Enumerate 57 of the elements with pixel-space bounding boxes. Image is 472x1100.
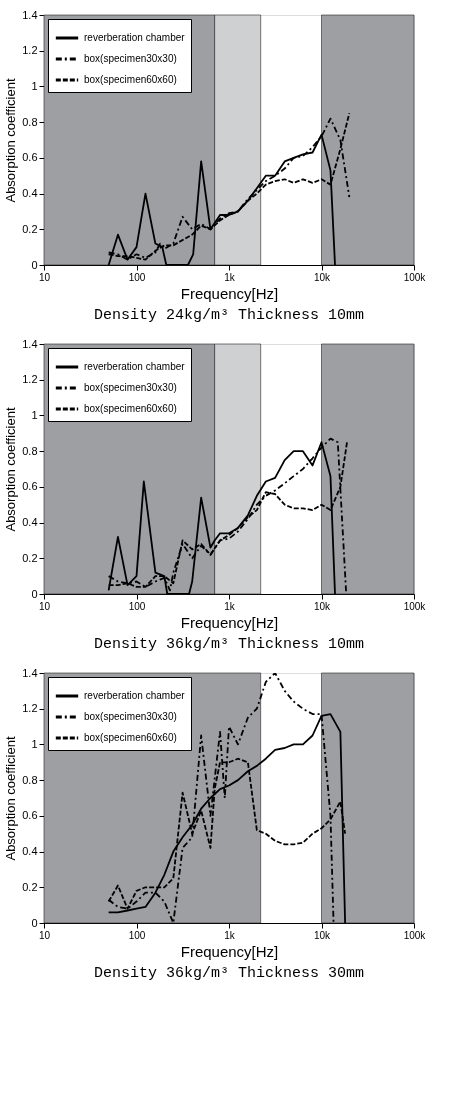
x-tick-label: 100k xyxy=(403,271,427,283)
y-tick-label: 1.2 xyxy=(22,702,38,715)
x-tick-label: 100k xyxy=(403,600,427,612)
y-tick-label: 0.4 xyxy=(22,187,38,200)
x-tick-label: 10 xyxy=(38,271,51,283)
y-tick-label: 0.2 xyxy=(22,880,38,893)
y-axis-title: Absorption coefficient xyxy=(3,78,19,203)
x-tick-label: 10k xyxy=(313,929,332,941)
y-tick-label: 1 xyxy=(31,79,38,92)
y-tick-label: 1.4 xyxy=(22,337,38,350)
y-tick-label: 0 xyxy=(31,258,38,271)
x-tick-label: 100 xyxy=(128,600,146,612)
y-tick-label: 0.2 xyxy=(22,551,38,564)
y-tick-label: 0.6 xyxy=(22,809,38,822)
legend-label: box(specimen60x60) xyxy=(84,403,177,414)
x-tick-label: 1k xyxy=(224,271,236,283)
legend-label: reverberation chamber xyxy=(84,32,186,43)
text: Density 36kg/m³ Thickness 30mm xyxy=(93,965,365,982)
x-tick-label: 1k xyxy=(224,600,236,612)
x-axis-title: Frequency[Hz] xyxy=(180,284,279,302)
x-tick-label: 10k xyxy=(313,271,332,283)
y-tick-label: 0.8 xyxy=(22,773,38,786)
y-tick-label: 0 xyxy=(31,587,38,600)
y-tick-label: 0 xyxy=(31,916,38,929)
x-axis-title: Frequency[Hz] xyxy=(180,613,279,631)
x-tick-label: 100k xyxy=(403,929,427,941)
legend-label: box(specimen30x30) xyxy=(84,53,177,64)
y-axis-title: Absorption coefficient xyxy=(3,407,19,532)
legend-label: box(specimen60x60) xyxy=(84,74,177,85)
x-axis-title: Frequency[Hz] xyxy=(180,942,279,960)
legend-label: reverberation chamber xyxy=(84,690,186,701)
y-tick-label: 1.2 xyxy=(22,44,38,57)
y-tick-label: 0.4 xyxy=(22,516,38,529)
legend-label: reverberation chamber xyxy=(84,361,186,372)
legend-label: box(specimen30x30) xyxy=(84,711,177,722)
y-tick-label: 0.8 xyxy=(22,115,38,128)
y-tick-label: 0.6 xyxy=(22,151,38,164)
y-tick-label: 1.4 xyxy=(22,666,38,679)
x-tick-label: 1k xyxy=(224,929,236,941)
legend-label: box(specimen30x30) xyxy=(84,382,177,393)
legend-label: box(specimen60x60) xyxy=(84,732,177,743)
x-tick-label: 10 xyxy=(38,929,51,941)
x-tick-label: 10 xyxy=(38,600,51,612)
text: Density 24kg/m³ Thickness 10mm xyxy=(93,307,365,324)
y-axis-title: Absorption coefficient xyxy=(3,736,19,861)
y-tick-label: 0.4 xyxy=(22,845,38,858)
y-tick-label: 0.2 xyxy=(22,222,38,235)
y-tick-label: 1.4 xyxy=(22,8,38,21)
y-tick-label: 0.8 xyxy=(22,444,38,457)
y-tick-label: 0.6 xyxy=(22,480,38,493)
y-tick-label: 1.2 xyxy=(22,373,38,386)
y-tick-label: 1 xyxy=(31,408,38,421)
text: Density 36kg/m³ Thickness 10mm xyxy=(93,636,365,653)
x-tick-label: 10k xyxy=(313,600,332,612)
x-tick-label: 100 xyxy=(128,271,146,283)
x-tick-label: 100 xyxy=(128,929,146,941)
y-tick-label: 1 xyxy=(31,737,38,750)
